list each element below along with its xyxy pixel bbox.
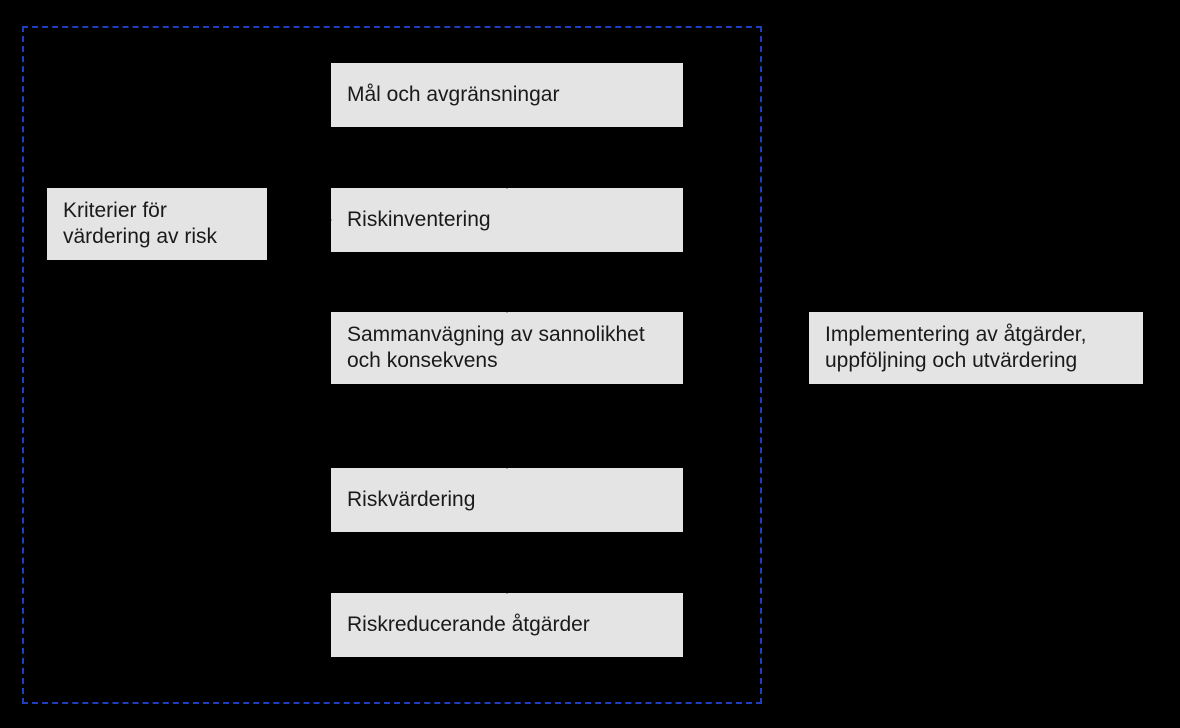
node-sammanvagning: Sammanvägning av sannolikhet och konsekv… <box>330 311 684 385</box>
node-mal-label: Mål och avgränsningar <box>347 82 559 108</box>
node-mal: Mål och avgränsningar <box>330 62 684 128</box>
node-kriterier-label: Kriterier för värdering av risk <box>63 198 251 251</box>
node-implementering: Implementering av åtgärder, uppföljning … <box>808 311 1144 385</box>
node-riskreducerande: Riskreducerande åtgärder <box>330 592 684 658</box>
node-sammanvagning-label: Sammanvägning av sannolikhet och konsekv… <box>347 322 667 375</box>
node-implementering-label: Implementering av åtgärder, uppföljning … <box>825 322 1127 375</box>
node-riskvardering-label: Riskvärdering <box>347 487 475 513</box>
node-kriterier: Kriterier för värdering av risk <box>46 187 268 261</box>
node-riskinventering-label: Riskinventering <box>347 207 491 233</box>
node-riskinventering: Riskinventering <box>330 187 684 253</box>
node-riskreducerande-label: Riskreducerande åtgärder <box>347 612 590 638</box>
node-riskvardering: Riskvärdering <box>330 467 684 533</box>
